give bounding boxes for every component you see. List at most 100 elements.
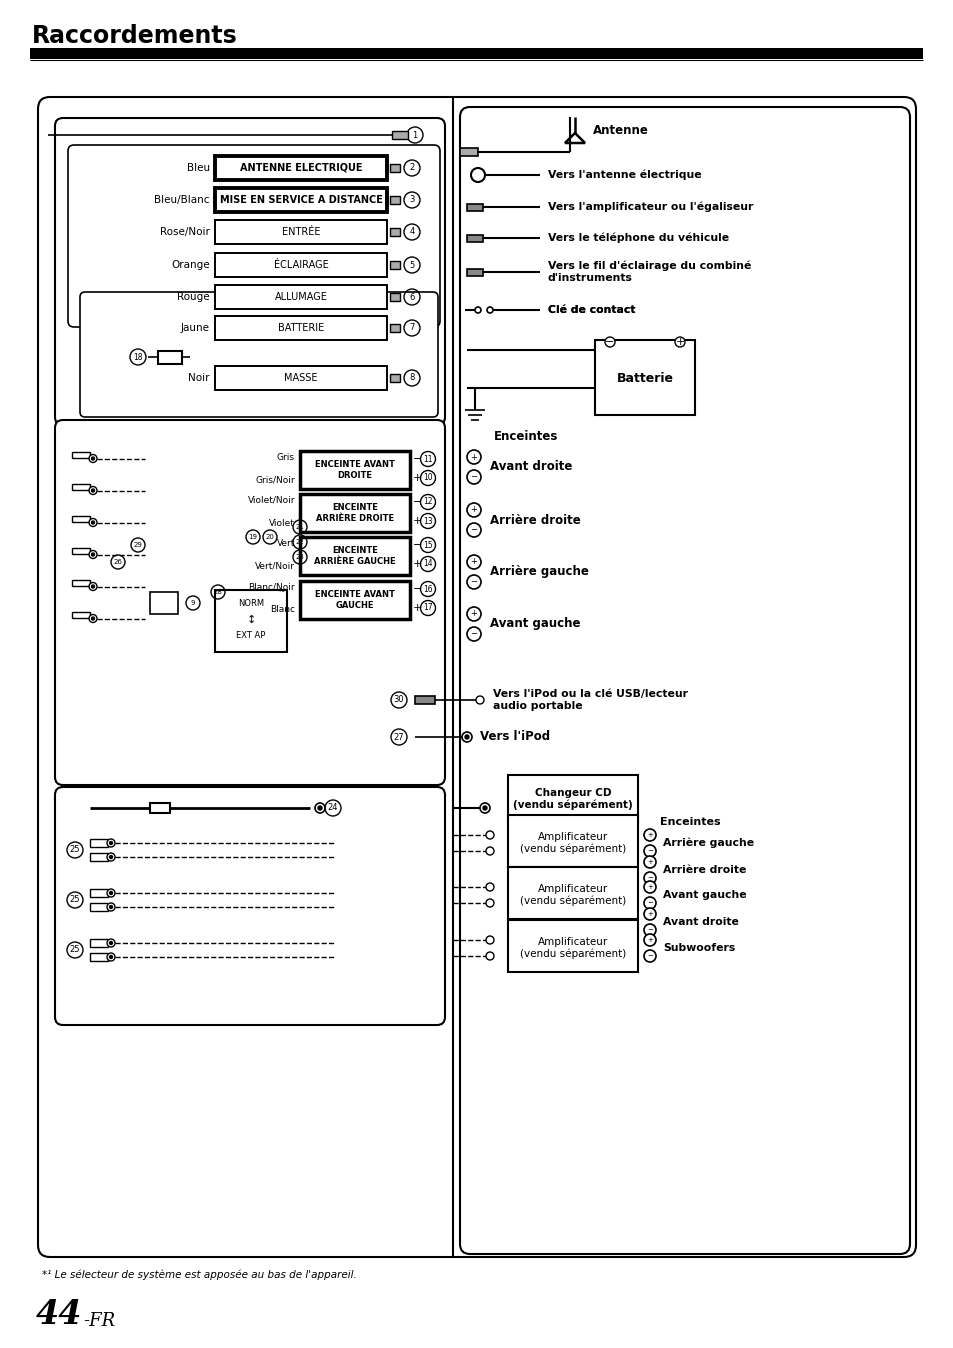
Text: ENTRÉE: ENTRÉE	[281, 226, 320, 237]
Text: ENCEINTE
ARRIÈRE DROITE: ENCEINTE ARRIÈRE DROITE	[315, 503, 394, 523]
Bar	[299, 493, 410, 532]
FancyBboxPatch shape	[55, 421, 444, 785]
Bar	[214, 284, 387, 309]
Circle shape	[89, 582, 97, 590]
Circle shape	[110, 841, 112, 844]
Circle shape	[643, 950, 656, 962]
Bar	[390, 164, 399, 173]
Circle shape	[464, 735, 469, 739]
Text: +: +	[646, 859, 652, 865]
Circle shape	[91, 553, 94, 555]
Circle shape	[643, 882, 656, 892]
Circle shape	[91, 457, 94, 460]
Text: Arrière droite: Arrière droite	[490, 514, 580, 527]
Text: 18: 18	[133, 352, 143, 361]
Text: 15: 15	[423, 541, 433, 550]
Text: Blanc: Blanc	[270, 605, 294, 615]
Bar	[299, 452, 410, 489]
Text: Amplificateur
(vendu séparément): Amplificateur (vendu séparément)	[519, 937, 625, 958]
FancyBboxPatch shape	[80, 293, 437, 417]
Bar	[390, 293, 399, 301]
Bar	[390, 262, 399, 270]
Text: Violet: Violet	[269, 519, 294, 527]
Text: Rouge: Rouge	[177, 293, 210, 302]
Text: MISE EN SERVICE A DISTANCE: MISE EN SERVICE A DISTANCE	[219, 195, 382, 205]
Text: 30: 30	[394, 696, 404, 705]
Circle shape	[107, 953, 115, 961]
Circle shape	[643, 872, 656, 884]
Text: ENCEINTE
ARRIÈRE GAUCHE: ENCEINTE ARRIÈRE GAUCHE	[314, 546, 395, 566]
Text: Arrière gauche: Arrière gauche	[662, 837, 753, 848]
Text: Vers le fil d'éclairage du combiné
d'instruments: Vers le fil d'éclairage du combiné d'ins…	[547, 262, 751, 283]
Bar	[467, 204, 482, 212]
Text: 16: 16	[423, 585, 433, 593]
Text: −: −	[413, 497, 422, 507]
Circle shape	[476, 696, 483, 704]
Text: 26: 26	[113, 559, 122, 565]
Text: −: −	[646, 953, 652, 958]
Text: -FR: -FR	[83, 1312, 115, 1330]
Text: Arrière droite: Arrière droite	[662, 865, 745, 875]
Bar	[214, 253, 387, 276]
Bar	[299, 581, 410, 619]
Text: Gris/Noir: Gris/Noir	[255, 476, 294, 484]
Text: MASSE: MASSE	[284, 373, 317, 383]
Text: Enceintes: Enceintes	[659, 817, 720, 828]
Bar	[507, 867, 638, 919]
Text: Avant gauche: Avant gauche	[490, 617, 579, 631]
Bar	[71, 612, 90, 617]
Circle shape	[482, 806, 486, 810]
Bar	[30, 49, 923, 59]
Text: Bleu/Blanc: Bleu/Blanc	[154, 195, 210, 205]
Text: Blanc/Noir: Blanc/Noir	[248, 582, 294, 592]
Text: Avant droite: Avant droite	[662, 917, 739, 927]
Text: EXT AP: EXT AP	[236, 631, 265, 640]
Circle shape	[643, 923, 656, 936]
Circle shape	[604, 337, 615, 346]
Text: 9: 9	[191, 600, 195, 607]
Circle shape	[485, 936, 494, 944]
Circle shape	[643, 934, 656, 946]
Bar	[71, 549, 90, 554]
Text: 5: 5	[409, 260, 415, 270]
Text: −: −	[470, 473, 477, 481]
Text: Avant droite: Avant droite	[490, 461, 572, 473]
Text: Rose/Noir: Rose/Noir	[160, 226, 210, 237]
Circle shape	[91, 585, 94, 588]
Bar	[214, 590, 287, 652]
Bar	[214, 156, 387, 181]
Circle shape	[89, 519, 97, 527]
Text: 19: 19	[248, 534, 257, 541]
Text: 23: 23	[295, 554, 304, 559]
Bar	[214, 187, 387, 212]
Circle shape	[107, 903, 115, 911]
Bar	[71, 452, 90, 458]
Bar	[507, 919, 638, 972]
Bar	[214, 315, 387, 340]
Text: Jaune: Jaune	[181, 324, 210, 333]
Text: Raccordements: Raccordements	[32, 24, 237, 49]
Circle shape	[643, 829, 656, 841]
Bar	[390, 373, 399, 381]
Circle shape	[475, 307, 480, 313]
Text: +: +	[470, 558, 476, 566]
Circle shape	[89, 615, 97, 623]
Circle shape	[467, 576, 480, 589]
FancyBboxPatch shape	[55, 119, 444, 425]
Text: Vert: Vert	[276, 538, 294, 547]
Text: +: +	[646, 937, 652, 944]
Text: Vers le téléphone du véhicule: Vers le téléphone du véhicule	[547, 233, 728, 243]
Text: +: +	[470, 506, 476, 515]
Circle shape	[110, 891, 112, 895]
Bar	[71, 580, 90, 586]
Text: −: −	[470, 577, 477, 586]
Text: −: −	[604, 337, 614, 346]
Circle shape	[107, 888, 115, 896]
Text: −: −	[413, 541, 422, 550]
Bar	[71, 516, 90, 522]
Circle shape	[107, 940, 115, 948]
Text: 2: 2	[409, 163, 415, 173]
Text: ÉCLAIRAGE: ÉCLAIRAGE	[274, 260, 328, 270]
Circle shape	[89, 550, 97, 558]
Text: 10: 10	[423, 473, 433, 483]
